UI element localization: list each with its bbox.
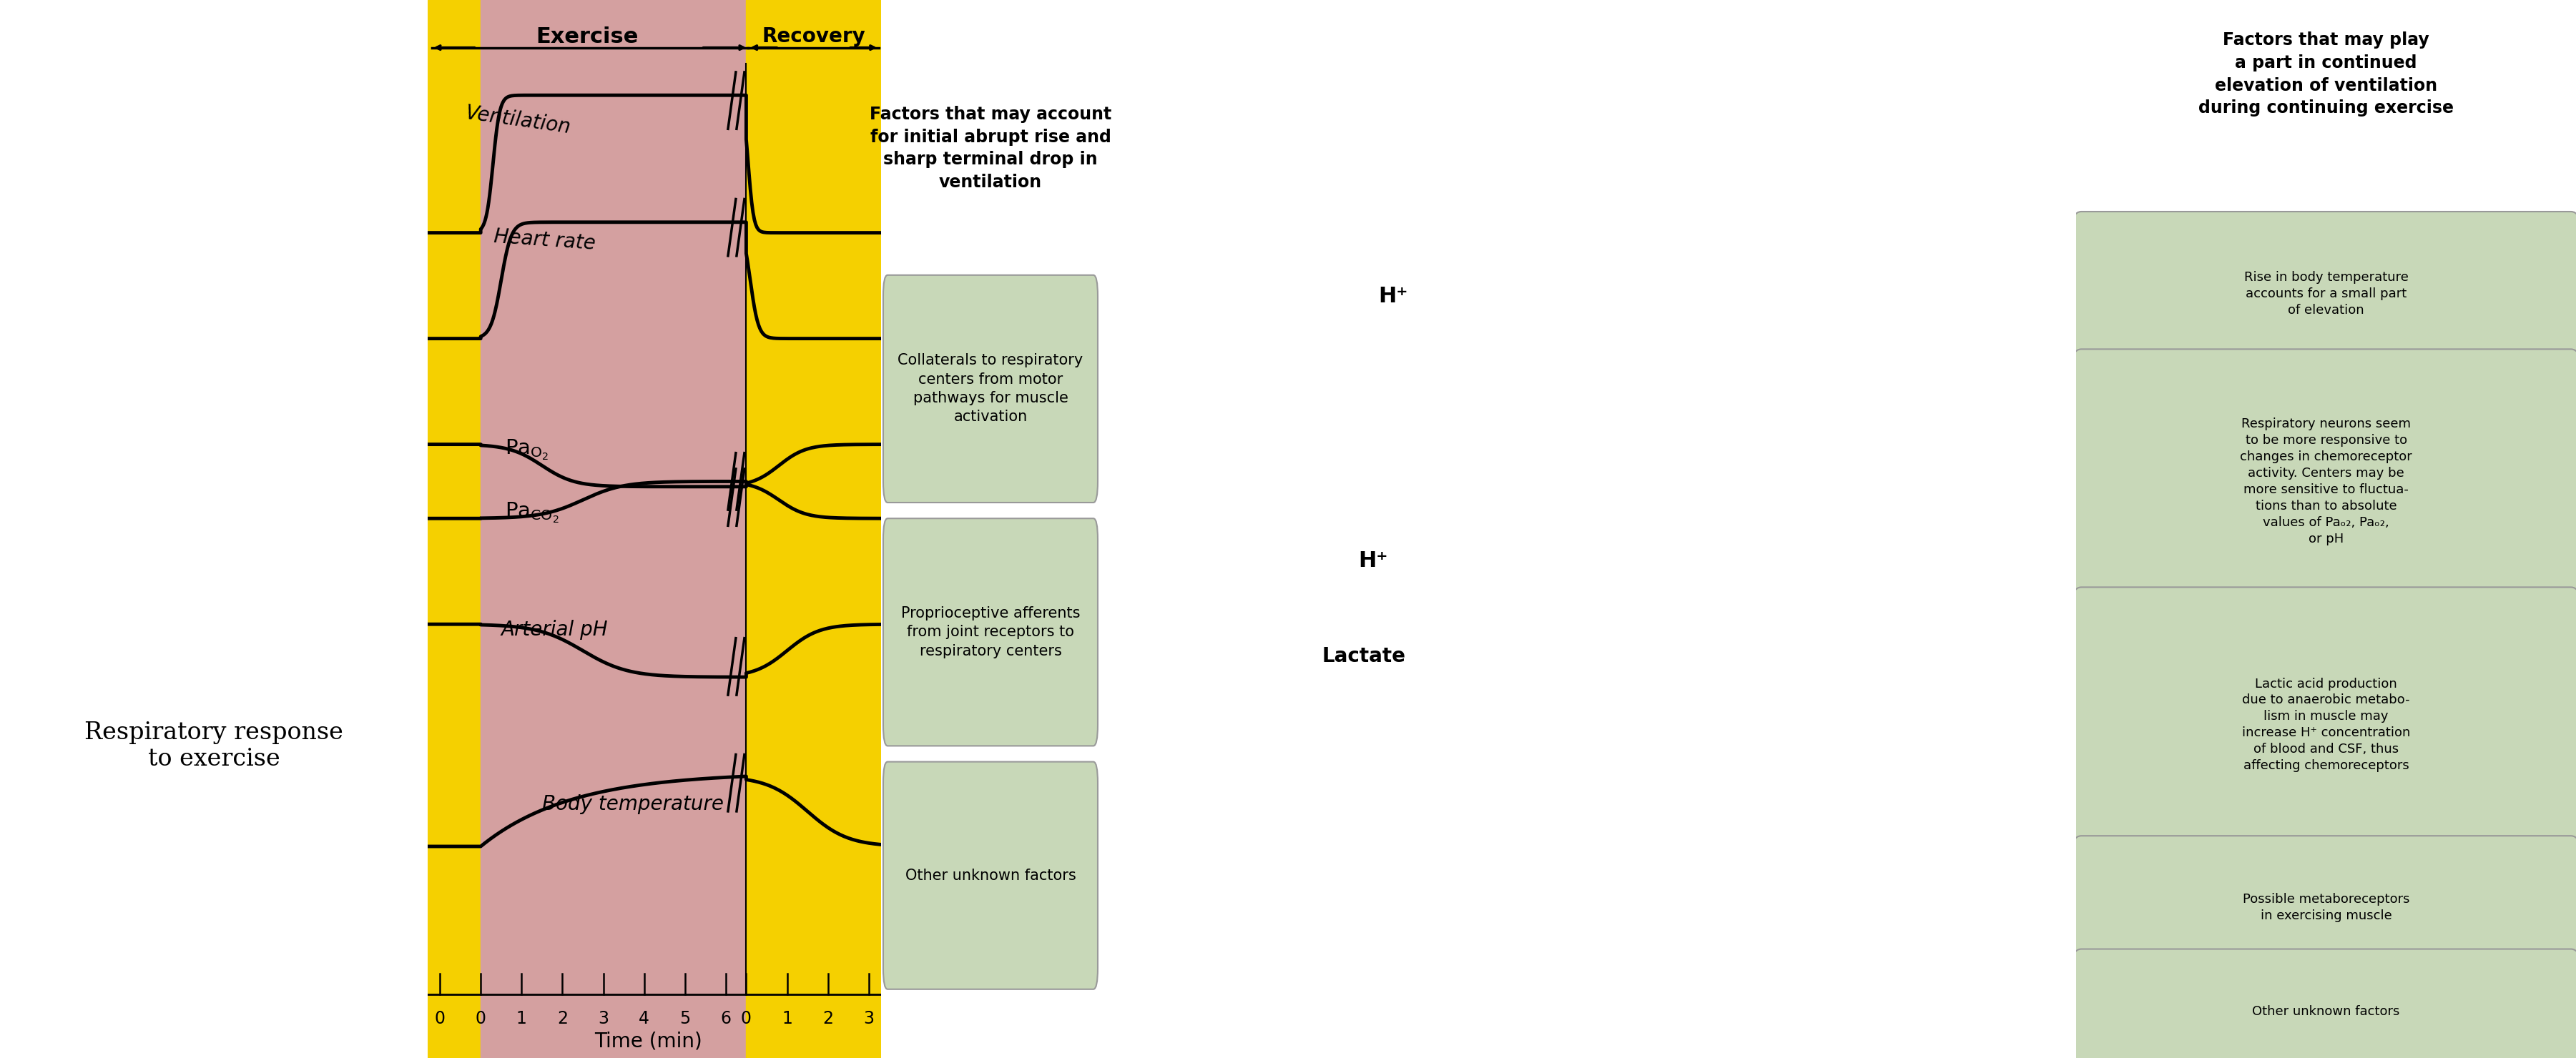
Text: 0: 0 xyxy=(435,1010,446,1027)
Text: $\mathrm{Pa_{O_2}}$: $\mathrm{Pa_{O_2}}$ xyxy=(505,438,549,461)
Bar xyxy=(428,0,482,1058)
Text: Rise in body temperature
accounts for a small part
of elevation: Rise in body temperature accounts for a … xyxy=(2244,271,2409,316)
Text: H⁺: H⁺ xyxy=(1358,550,1388,571)
Text: 2: 2 xyxy=(822,1010,832,1027)
Text: $\mathrm{Pa_{CO_2}}$: $\mathrm{Pa_{CO_2}}$ xyxy=(505,501,559,525)
Text: Heart rate: Heart rate xyxy=(492,226,595,254)
Text: Exercise: Exercise xyxy=(536,26,639,48)
FancyBboxPatch shape xyxy=(2071,349,2576,614)
Text: Other unknown factors: Other unknown factors xyxy=(904,869,1077,882)
Bar xyxy=(482,0,747,1058)
Bar xyxy=(747,0,881,1058)
Text: Lactate: Lactate xyxy=(1321,646,1406,665)
FancyBboxPatch shape xyxy=(2071,587,2576,862)
Text: 4: 4 xyxy=(639,1010,649,1027)
FancyBboxPatch shape xyxy=(884,518,1097,746)
Text: 1: 1 xyxy=(781,1010,793,1027)
Text: 5: 5 xyxy=(680,1010,690,1027)
Text: Respiratory neurons seem
to be more responsive to
changes in chemoreceptor
activ: Respiratory neurons seem to be more resp… xyxy=(2241,418,2411,545)
FancyBboxPatch shape xyxy=(2071,836,2576,979)
Text: Possible metaboreceptors
in exercising muscle: Possible metaboreceptors in exercising m… xyxy=(2244,893,2409,922)
FancyBboxPatch shape xyxy=(884,275,1097,503)
Text: 3: 3 xyxy=(598,1010,608,1027)
Text: Proprioceptive afferents
from joint receptors to
respiratory centers: Proprioceptive afferents from joint rece… xyxy=(902,606,1079,658)
Text: Factors that may play
a part in continued
elevation of ventilation
during contin: Factors that may play a part in continue… xyxy=(2197,32,2455,116)
Text: Arterial pH: Arterial pH xyxy=(502,620,608,639)
Text: 1: 1 xyxy=(515,1010,528,1027)
Text: 0: 0 xyxy=(742,1010,752,1027)
Text: Respiratory response
to exercise: Respiratory response to exercise xyxy=(85,722,343,770)
FancyBboxPatch shape xyxy=(2071,212,2576,376)
Text: Factors that may account
for initial abrupt rise and
sharp terminal drop in
vent: Factors that may account for initial abr… xyxy=(871,106,1110,190)
Text: 6: 6 xyxy=(721,1010,732,1027)
Text: Time (min): Time (min) xyxy=(595,1032,703,1052)
Text: 3: 3 xyxy=(863,1010,873,1027)
Text: Recovery: Recovery xyxy=(762,26,866,47)
Text: Ventilation: Ventilation xyxy=(464,103,572,138)
Text: 2: 2 xyxy=(556,1010,567,1027)
FancyBboxPatch shape xyxy=(884,762,1097,989)
Text: Other unknown factors: Other unknown factors xyxy=(2251,1005,2401,1018)
Text: 0: 0 xyxy=(477,1010,487,1027)
Text: Lactic acid production
due to anaerobic metabo-
lism in muscle may
increase H⁺ c: Lactic acid production due to anaerobic … xyxy=(2241,677,2411,772)
FancyBboxPatch shape xyxy=(2071,949,2576,1058)
Text: Collaterals to respiratory
centers from motor
pathways for muscle
activation: Collaterals to respiratory centers from … xyxy=(899,353,1082,424)
Text: H⁺: H⁺ xyxy=(1378,286,1406,307)
Text: Body temperature: Body temperature xyxy=(541,795,724,814)
